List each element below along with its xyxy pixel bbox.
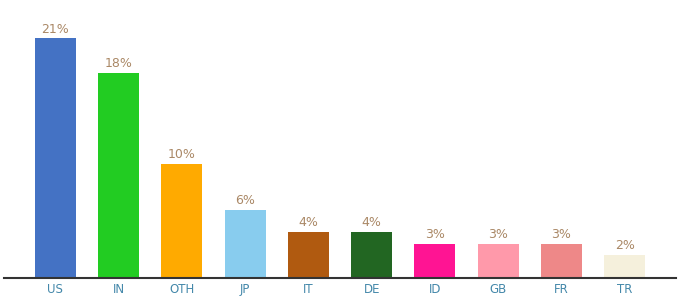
Text: 6%: 6% bbox=[235, 194, 255, 207]
Text: 3%: 3% bbox=[488, 228, 508, 241]
Bar bbox=[541, 244, 582, 278]
Text: 3%: 3% bbox=[551, 228, 571, 241]
Bar bbox=[477, 244, 519, 278]
Bar bbox=[224, 209, 266, 278]
Bar bbox=[98, 73, 139, 278]
Bar bbox=[161, 164, 203, 278]
Bar bbox=[288, 232, 329, 278]
Text: 4%: 4% bbox=[299, 217, 318, 230]
Text: 18%: 18% bbox=[105, 57, 133, 70]
Text: 3%: 3% bbox=[425, 228, 445, 241]
Bar bbox=[35, 38, 76, 278]
Text: 21%: 21% bbox=[41, 22, 69, 35]
Bar bbox=[351, 232, 392, 278]
Text: 4%: 4% bbox=[362, 217, 381, 230]
Text: 10%: 10% bbox=[168, 148, 196, 161]
Text: 2%: 2% bbox=[615, 239, 634, 252]
Bar bbox=[604, 255, 645, 278]
Bar bbox=[414, 244, 456, 278]
